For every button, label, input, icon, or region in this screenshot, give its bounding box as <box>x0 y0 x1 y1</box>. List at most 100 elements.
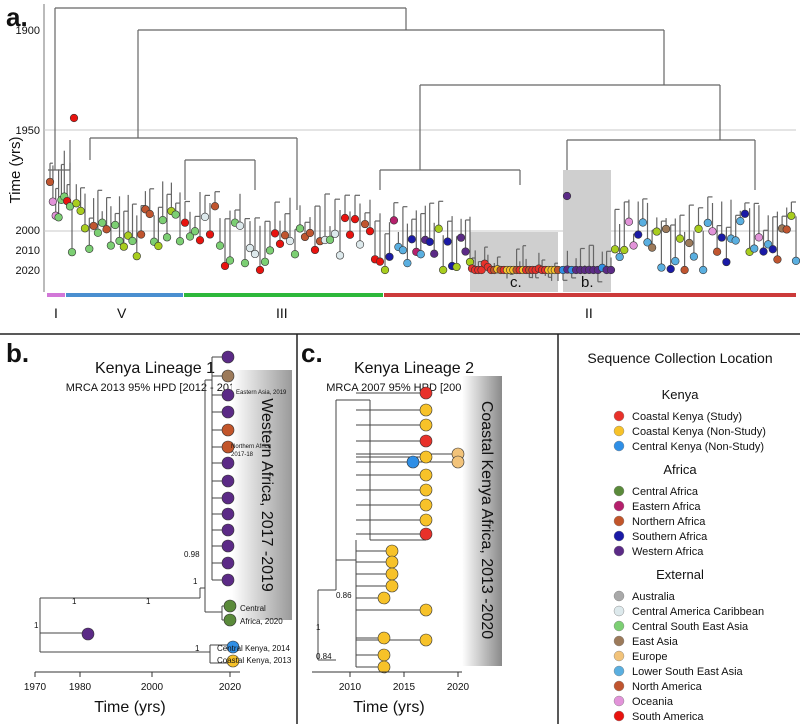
tip-node <box>634 230 643 239</box>
tip-node <box>360 219 370 229</box>
tip-node <box>419 450 433 464</box>
tip-node <box>260 257 270 266</box>
tip-node <box>221 440 235 454</box>
tip-node <box>648 243 657 252</box>
lineage2-tips <box>377 386 465 674</box>
panel-c-letter: c. <box>301 338 323 368</box>
support-label: 1 <box>195 644 200 653</box>
tip-node <box>406 455 420 469</box>
tip-node <box>265 246 275 255</box>
tip-node <box>782 225 791 234</box>
legend-item-label: Coastal Kenya (Non-Study) <box>632 426 766 438</box>
tip-node <box>699 265 708 275</box>
tip-node <box>657 263 666 272</box>
tip-node <box>430 249 439 258</box>
tip-node <box>419 603 433 617</box>
legend-title: Sequence Collection Location <box>587 350 772 366</box>
panel-c-x-ticks: 2010 2015 2020 <box>339 672 470 693</box>
tip-node <box>620 245 629 255</box>
tip-node <box>377 648 391 662</box>
tip-node <box>419 498 433 512</box>
tip-node <box>221 556 235 570</box>
legend-swatch <box>613 410 625 422</box>
tip-node <box>145 209 154 219</box>
legend-swatch <box>613 620 625 632</box>
tip-node <box>325 235 335 244</box>
tip-node <box>671 257 680 266</box>
tip-node <box>419 483 433 497</box>
tip-node <box>773 255 782 264</box>
tip-node <box>456 233 466 242</box>
tree-branch <box>39 597 210 653</box>
tip-node <box>624 217 634 226</box>
tip-node <box>290 250 300 259</box>
tip-node <box>615 252 624 262</box>
tip-node <box>270 229 280 238</box>
tip-node <box>722 257 731 267</box>
legend-item-label: Eastern Africa <box>632 501 701 513</box>
tip-node <box>85 244 94 253</box>
tip-node <box>685 238 694 248</box>
legend-swatch <box>613 500 625 512</box>
clade-label-i: I <box>54 305 58 321</box>
clade-label-v: V <box>117 305 127 321</box>
tip-node <box>215 241 225 250</box>
tip-node <box>93 228 103 237</box>
legend-swatch <box>613 545 625 557</box>
tip-node <box>754 233 763 242</box>
legend-item-label: Western Africa <box>632 546 704 558</box>
y-tick: 2020 <box>16 265 40 277</box>
tip-node <box>89 221 98 231</box>
global-phylogeny-tips <box>45 113 800 275</box>
panel-c-band-label: Coastal Kenya Africa, 2013 -2020 <box>478 401 495 639</box>
clade-label-ii: II <box>585 305 593 321</box>
tip-node <box>419 527 433 541</box>
tip-node <box>335 251 345 260</box>
tip-node <box>610 245 620 254</box>
tip-node <box>124 231 133 240</box>
panel-c-supports: 0.86 1 0.84 <box>316 591 352 661</box>
legend-item-label: Australia <box>632 591 676 603</box>
lineage1-tree <box>39 356 232 664</box>
tip-node <box>45 177 55 187</box>
legend-swatch <box>613 605 625 617</box>
x-tick-label: 1970 <box>24 682 47 693</box>
tip-node <box>419 386 433 400</box>
clade-bar-i <box>47 293 65 297</box>
legend-item-label: Central America Caribbean <box>632 606 764 618</box>
panel-c-title: Kenya Lineage 2 <box>354 360 474 377</box>
y-tick: 1900 <box>16 25 40 37</box>
tip-node <box>190 227 200 236</box>
tip-node <box>235 221 245 230</box>
tip-node <box>461 247 470 256</box>
tip-node <box>708 227 717 236</box>
tip-node <box>703 218 712 227</box>
annot-northern-africa-2: 2017-18 <box>231 452 254 458</box>
tip-node <box>340 213 350 223</box>
legend-item-label: Central Africa <box>632 486 699 498</box>
annot-coastal-kenya: Coastal Kenya, 2013 <box>217 656 292 665</box>
tip-node <box>111 220 120 230</box>
tip-node <box>345 230 355 239</box>
tip-node <box>787 211 796 220</box>
annot-central-1: Central <box>240 604 266 613</box>
tree-branch <box>317 589 336 661</box>
tip-node <box>385 555 399 569</box>
tip-node <box>128 236 137 246</box>
tip-node <box>223 613 237 627</box>
x-tick-label: 2020 <box>219 682 242 693</box>
tip-node <box>419 434 433 448</box>
tip-node <box>419 513 433 527</box>
panel-b-x-label: Time (yrs) <box>94 699 165 716</box>
tip-node <box>377 591 391 605</box>
tree-branch <box>205 605 230 621</box>
tip-node <box>643 238 652 247</box>
tip-node <box>661 224 671 234</box>
tip-node <box>76 206 85 215</box>
support-label: 0.84 <box>316 652 332 661</box>
tip-node <box>106 241 115 250</box>
tree-branch <box>137 29 665 138</box>
tip-node <box>72 199 81 208</box>
tip-node <box>419 633 433 647</box>
